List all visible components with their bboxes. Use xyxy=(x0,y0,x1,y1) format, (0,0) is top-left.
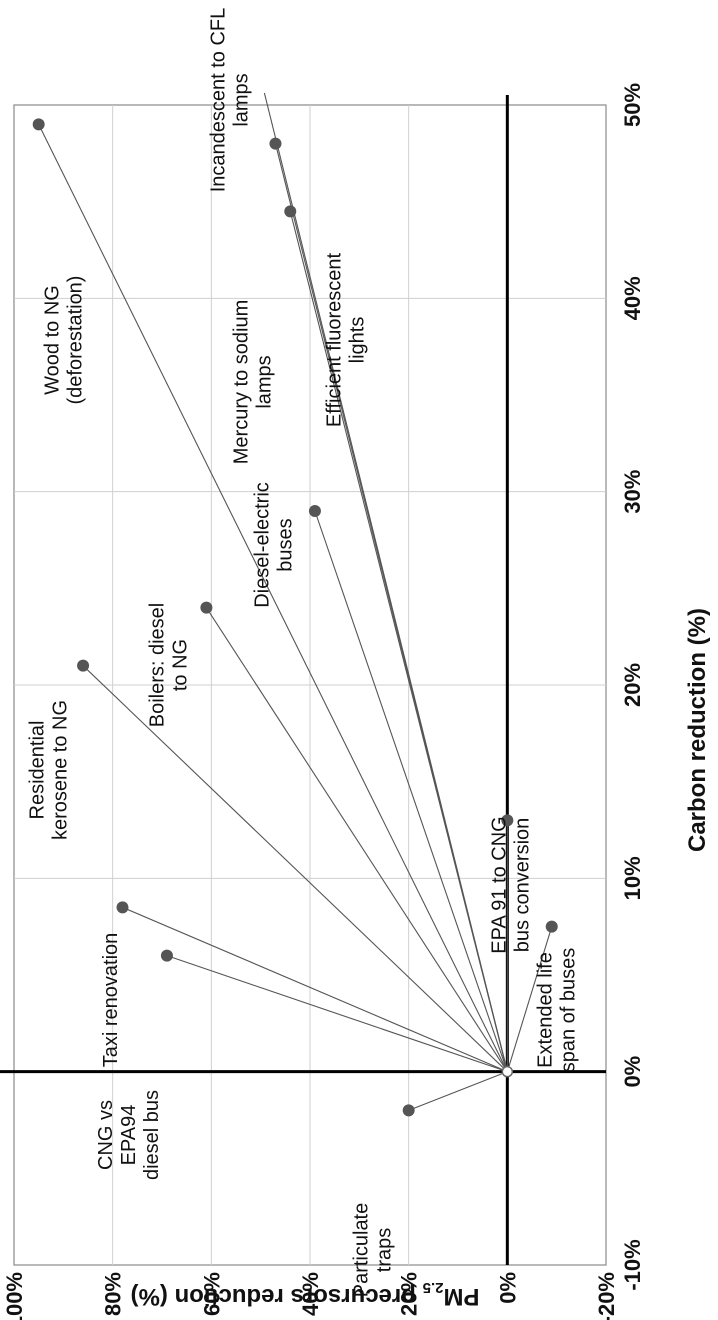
data-point-2 xyxy=(116,901,129,914)
pm-tick-label: 60% xyxy=(199,1272,224,1316)
point-label-0: Particulatetraps xyxy=(351,1203,396,1298)
origin-marker xyxy=(501,1065,514,1078)
ray-2 xyxy=(122,906,508,1073)
point-label-10: Efficient fluorescentlights xyxy=(324,252,369,427)
data-point-1 xyxy=(160,949,173,962)
ray-cfl-extension xyxy=(263,92,508,1072)
ray-6 xyxy=(205,607,508,1072)
ray-10 xyxy=(289,211,508,1072)
annotation-cfl-lamps: Incandescent to CFLlamps xyxy=(208,8,253,193)
point-label-2: Taxi renovation xyxy=(100,933,122,1068)
ray-3 xyxy=(506,926,553,1072)
ray-7 xyxy=(314,510,508,1072)
pm-tick-label: 0% xyxy=(495,1272,520,1304)
data-point-8 xyxy=(32,118,45,131)
x-axis-title: Carbon reduction (%) xyxy=(684,608,711,852)
carbon-tick-label: 40% xyxy=(620,276,645,320)
point-label-5: Residentialkerosene to NG xyxy=(27,700,72,840)
carbon-tick-label: 0% xyxy=(620,1056,645,1088)
pm-tick-label: 100% xyxy=(2,1272,27,1320)
point-label-7: Diesel-electricbuses xyxy=(252,482,297,608)
y-axis-title: PM2.5 precursors reduction (%) xyxy=(131,1279,480,1310)
data-point-3 xyxy=(545,920,558,933)
point-label-3: Extended lifespan of buses xyxy=(535,948,580,1073)
carbon-tick-label: -10% xyxy=(620,1239,645,1290)
carbon-tick-label: 50% xyxy=(620,83,645,127)
ray-5 xyxy=(82,665,508,1073)
point-label-4: EPA 91 to CNGbus conversion xyxy=(489,816,534,953)
data-point-10 xyxy=(284,205,297,218)
ray-8 xyxy=(38,124,508,1072)
data-point-7 xyxy=(308,505,321,517)
point-label-8: Wood to NG(deforestation) xyxy=(42,276,87,405)
data-point-6 xyxy=(200,601,213,614)
data-point-0 xyxy=(402,1104,415,1117)
carbon-tick-label: 30% xyxy=(620,470,645,514)
ray-1 xyxy=(166,955,508,1073)
point-label-1: CNG vsEPA94diesel bus xyxy=(95,1090,163,1180)
pm-tick-label: 80% xyxy=(101,1272,126,1316)
data-point-5 xyxy=(77,659,90,672)
carbon-tick-label: 10% xyxy=(620,856,645,900)
carbon-tick-label: 20% xyxy=(620,663,645,707)
pm-tick-label: 20% xyxy=(397,1272,422,1316)
pm-tick-label: -20% xyxy=(594,1272,619,1320)
point-label-9: Mercury to sodiumlamps xyxy=(231,300,276,465)
pm-tick-label: 40% xyxy=(298,1272,323,1316)
ray-0 xyxy=(408,1071,508,1111)
point-label-6: Boilers: dieselto NG xyxy=(147,603,192,728)
data-point-4 xyxy=(501,814,514,827)
data-point-9 xyxy=(269,137,282,150)
